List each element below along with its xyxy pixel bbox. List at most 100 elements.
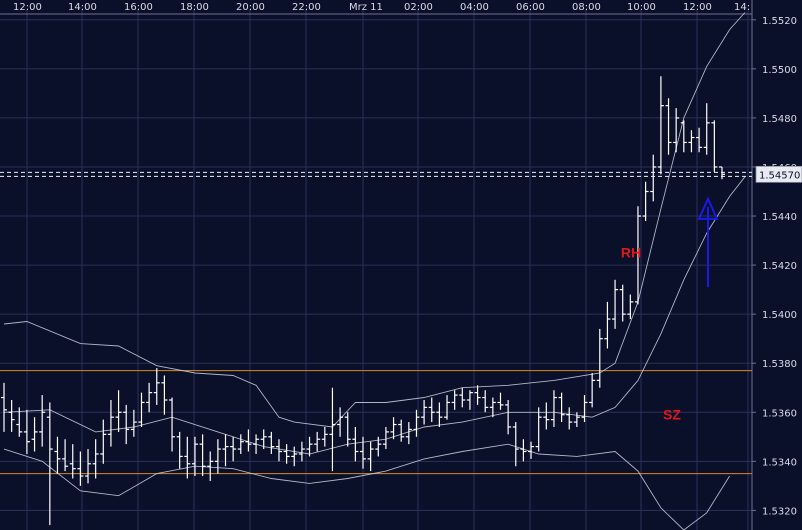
y-tick-label: 1.5340 (762, 457, 797, 468)
price-bar (405, 422, 412, 445)
price-bar (398, 419, 405, 442)
upper-band-line (3, 12, 746, 428)
lower-band-line (3, 443, 730, 530)
y-tick-label: 1.5420 (762, 261, 797, 272)
price-bar (550, 390, 557, 427)
price-bar (360, 436, 366, 469)
price-bar (138, 392, 145, 427)
horizontal-levels (0, 370, 752, 475)
price-bar (612, 279, 619, 329)
price-bar (680, 120, 687, 153)
price-bar (54, 436, 61, 474)
y-tick-label: 1.5480 (762, 114, 797, 125)
y-tick-label: 1.5400 (762, 310, 797, 321)
y-tick-label: 1.5440 (762, 212, 797, 223)
price-bar (92, 439, 99, 479)
price-bar (161, 375, 168, 415)
price-bar (390, 417, 397, 440)
price-bar (191, 436, 198, 477)
price-bar (253, 434, 260, 454)
price-bar (337, 407, 344, 437)
price-bar (543, 402, 550, 430)
price-bar (31, 417, 38, 452)
y-tick-label: 1.5320 (762, 506, 797, 517)
middle-band-line (3, 176, 746, 455)
x-tick-label: 02:00 (404, 2, 433, 13)
price-bar (619, 284, 626, 322)
price-bar (291, 446, 298, 467)
price-bar (8, 400, 15, 432)
price-bar (375, 436, 382, 457)
price-bar (260, 429, 267, 450)
price-bar (77, 451, 84, 486)
price-bar (673, 108, 680, 153)
price-bar (130, 409, 137, 437)
price-bar (367, 441, 374, 472)
price-bar (696, 127, 703, 153)
x-tick-label: 14: (734, 2, 750, 13)
price-bar (69, 444, 76, 479)
price-bar (413, 409, 420, 437)
y-tick-label: 1.5380 (762, 359, 797, 370)
price-bar (184, 436, 191, 479)
x-axis-labels: 12:00 14:00 16:00 18:00 20:00 22:00 Mrz 11 02:0… (13, 2, 750, 13)
price-bar (23, 409, 30, 454)
price-bar (627, 294, 634, 320)
price-bar (275, 439, 282, 462)
price-bar (665, 98, 672, 155)
price-bar (344, 412, 351, 447)
price-bar (169, 397, 176, 452)
price-bar (421, 400, 428, 425)
x-tick-label: 16:00 (124, 2, 153, 13)
price-bar (237, 434, 244, 454)
price-bar (85, 449, 92, 484)
x-tick-label: 18:00 (180, 2, 209, 13)
annotation-label-sz: SZ (663, 407, 681, 423)
price-bar (306, 436, 313, 457)
x-tick-label: 10:00 (627, 2, 656, 13)
price-bar (451, 390, 458, 410)
price-bar (528, 441, 535, 459)
y-tick-label: 1.5520 (762, 16, 797, 27)
price-bar (535, 407, 542, 452)
price-bar (589, 373, 596, 408)
price-bar (199, 434, 206, 477)
price-bar (512, 422, 519, 467)
price-bar (329, 387, 336, 472)
price-bar (581, 395, 588, 423)
x-tick-label: 04:00 (460, 2, 489, 13)
price-bar (573, 412, 580, 427)
y-tick-label: 1.5360 (762, 408, 797, 419)
price-bar (230, 436, 237, 462)
y-tick-label: 1.5500 (762, 65, 797, 76)
x-tick-label: 08:00 (572, 2, 601, 13)
x-tick-label: 20:00 (236, 2, 265, 13)
price-bar (352, 426, 359, 462)
current-price-marker: 1.54570 (0, 165, 802, 183)
price-bar (382, 426, 389, 450)
price-bar (107, 400, 114, 447)
price-bar (123, 404, 130, 445)
current-price-label: 1.54570 (759, 170, 800, 181)
price-bar (558, 392, 565, 423)
price-bar (444, 395, 451, 420)
price-bar (245, 429, 252, 452)
x-tick-label: 14:00 (68, 2, 97, 13)
price-bar (482, 390, 489, 413)
arrow-head (697, 196, 719, 220)
price-bar (466, 390, 473, 410)
price-bar (711, 120, 718, 172)
price-bar (298, 441, 305, 462)
price-bar (650, 154, 657, 202)
price-bar (100, 419, 107, 464)
price-bar (596, 328, 603, 388)
price-bar (703, 103, 710, 155)
x-tick-label: 06:00 (516, 2, 545, 13)
x-tick-label: 12:00 (683, 2, 712, 13)
price-bar (505, 400, 512, 435)
annotation-label-rh: RH (621, 245, 641, 261)
price-bar (436, 402, 443, 427)
price-bar (16, 407, 23, 437)
x-tick-label: 22:00 (292, 2, 321, 13)
